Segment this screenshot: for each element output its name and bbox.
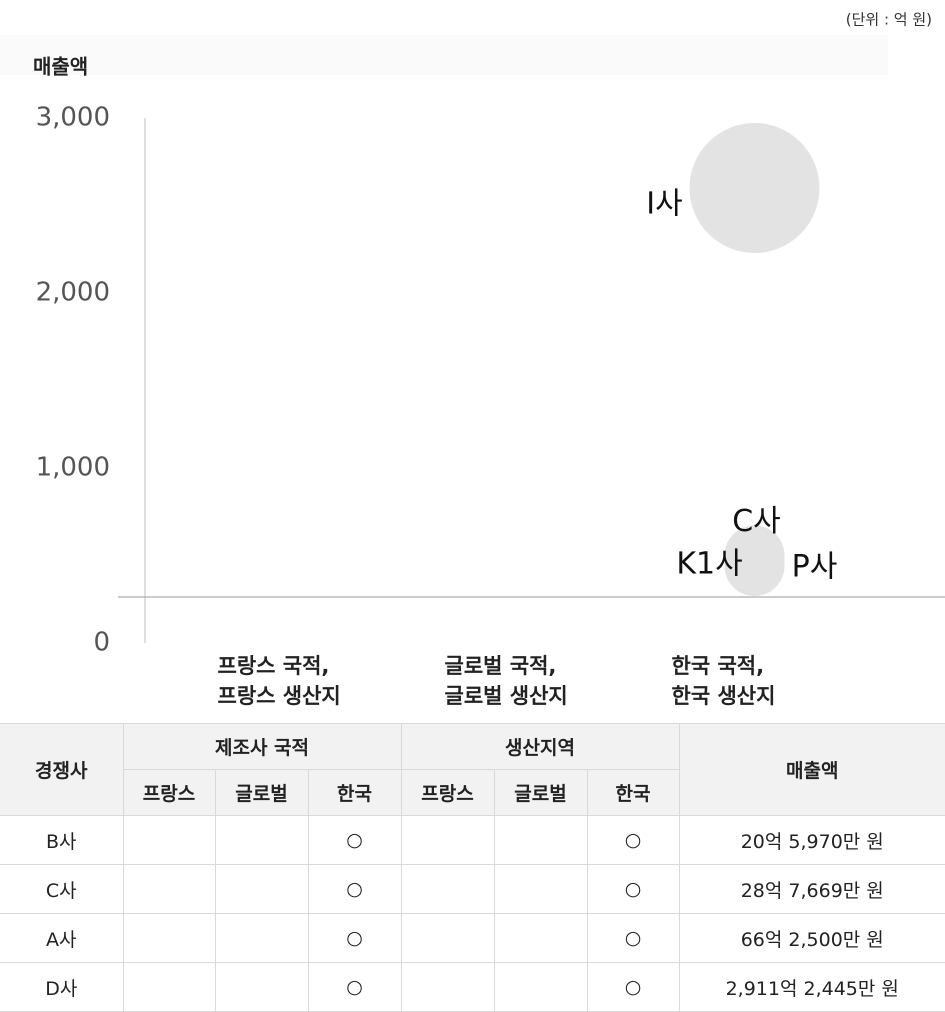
sub-header-cell: 프랑스 <box>400 769 495 816</box>
sub-header-cell: 글로벌 <box>493 769 588 816</box>
check-cell: ○ <box>307 864 402 914</box>
table-row: C사 ○ ○ 28억 7,669만 원 <box>0 864 945 914</box>
empty-cell <box>400 864 495 914</box>
header-cell: 제조사 국적 <box>122 723 402 770</box>
empty-cell <box>493 962 588 1012</box>
x-tick-label: 한국 국적, <box>672 654 765 678</box>
header-cell: 매출액 <box>678 723 945 816</box>
y-tick-label: 0 <box>93 628 110 658</box>
check-cell: ○ <box>586 815 680 865</box>
x-tick-label: 프랑스 생산지 <box>218 684 341 708</box>
empty-cell <box>400 962 495 1012</box>
x-tick-label: 글로벌 국적, <box>445 654 557 678</box>
empty-cell <box>493 815 588 865</box>
company-cell: D사 <box>0 962 124 1012</box>
empty-cell <box>493 913 588 963</box>
sub-header-cell: 한국 <box>307 769 402 816</box>
empty-cell <box>400 815 495 865</box>
empty-cell <box>122 913 216 963</box>
point-label: K1사 <box>676 546 742 581</box>
empty-cell <box>400 913 495 963</box>
empty-cell <box>214 913 309 963</box>
x-tick-label: 글로벌 생산지 <box>445 684 568 708</box>
empty-cell <box>122 815 216 865</box>
check-cell: ○ <box>307 962 402 1012</box>
unit-note: (단위 : 억 원) <box>846 11 932 29</box>
empty-cell <box>122 962 216 1012</box>
empty-cell <box>214 864 309 914</box>
bubble <box>689 123 820 253</box>
sales-cell: 66억 2,500만 원 <box>678 913 945 963</box>
header-cell: 경쟁사 <box>0 723 124 816</box>
table: 경쟁사 제조사 국적 생산지역 매출액 프랑스 글로벌 한국 프랑스 글로벌 한국 B사 ○… <box>0 723 945 1012</box>
empty-cell <box>122 864 216 914</box>
y-tick-label: 2,000 <box>36 278 110 308</box>
company-cell: A사 <box>0 913 124 963</box>
y-tick-label: 3,000 <box>36 103 110 133</box>
sub-header-cell: 프랑스 <box>123 769 216 816</box>
sales-cell: 28억 7,669만 원 <box>678 864 945 914</box>
table-row: A사 ○ ○ 66억 2,500만 원 <box>0 913 945 963</box>
header-cell: 생산지역 <box>400 723 680 770</box>
check-cell: ○ <box>586 913 680 963</box>
company-cell: C사 <box>0 864 124 914</box>
y-tick-label: 1,000 <box>36 453 110 483</box>
header-band <box>0 35 888 75</box>
y-axis-label: 매출액 <box>33 55 88 79</box>
company-cell: B사 <box>0 815 124 865</box>
point-label: P사 <box>792 550 838 585</box>
point-label: C사 <box>732 504 781 539</box>
check-cell: ○ <box>586 864 680 914</box>
x-tick-label: 한국 생산지 <box>672 684 776 708</box>
check-cell: ○ <box>307 815 402 865</box>
check-cell: ○ <box>307 913 402 963</box>
sales-cell: 20억 5,970만 원 <box>678 815 945 865</box>
chart: (단위 : 억 원) 매출액 0 1,000 2,000 3,000 프랑스 국적, 프랑… <box>0 10 945 708</box>
empty-cell <box>493 864 588 914</box>
sub-header-cell: 한국 <box>586 769 679 816</box>
table-row: D사 ○ ○ 2,911억 2,445만 원 <box>0 962 945 1012</box>
sales-cell: 2,911억 2,445만 원 <box>678 962 945 1012</box>
table-row: B사 ○ ○ 20억 5,970만 원 <box>0 815 945 865</box>
empty-cell <box>214 962 309 1012</box>
point-label: I사 <box>646 187 682 222</box>
bubble <box>724 536 785 596</box>
empty-cell <box>214 815 309 865</box>
x-tick-label: 프랑스 국적, <box>218 654 330 678</box>
check-cell: ○ <box>586 962 680 1012</box>
sub-header-cell: 글로벌 <box>214 769 309 816</box>
